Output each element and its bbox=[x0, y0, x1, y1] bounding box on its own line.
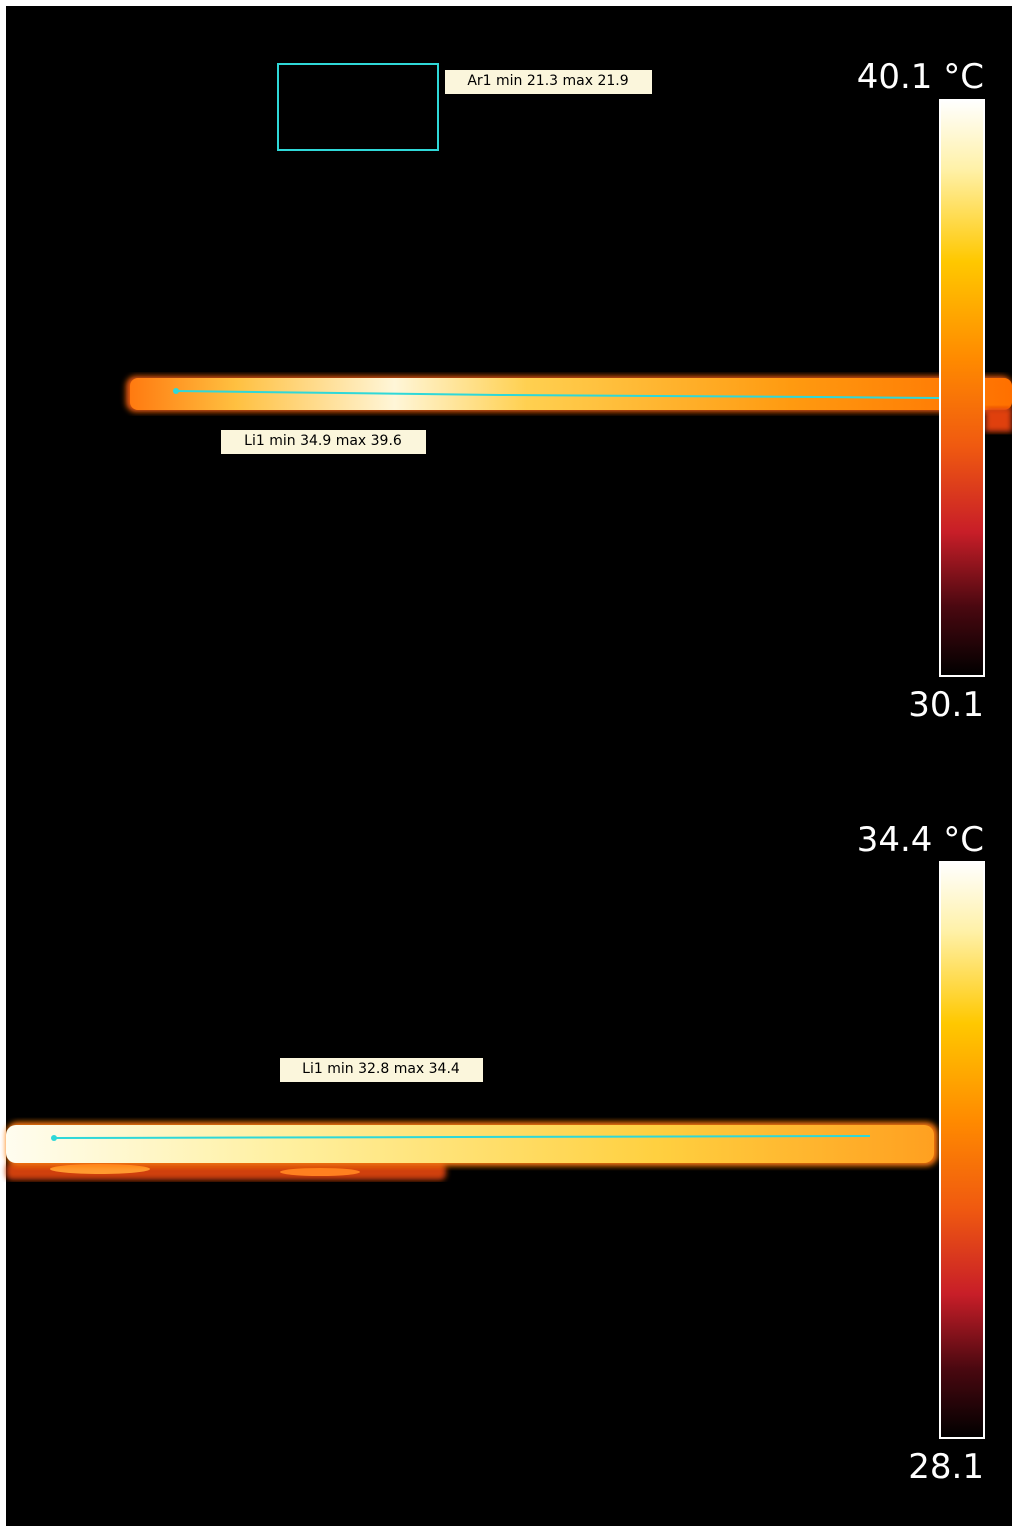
rod bbox=[6, 1125, 934, 1163]
line-roi bbox=[175, 390, 941, 399]
color-scale bbox=[939, 99, 985, 677]
label-box bbox=[445, 70, 652, 94]
image-background bbox=[6, 6, 1012, 1526]
scale-max: 40.1 °C bbox=[857, 57, 984, 97]
roi-label: Ar1 min 21.3 max 21.9 bbox=[467, 73, 628, 89]
label-box bbox=[280, 1058, 483, 1082]
line-start bbox=[51, 1135, 57, 1141]
line-label: Li1 min 32.8 max 34.4 bbox=[302, 1061, 460, 1077]
line-start bbox=[173, 388, 179, 394]
scale-min: 30.1 bbox=[908, 685, 984, 725]
scale-max: 34.4 °C bbox=[857, 820, 984, 860]
scale-min: 28.1 bbox=[908, 1447, 984, 1487]
rod bbox=[130, 378, 1012, 410]
reflection-hot bbox=[50, 1164, 150, 1174]
area-roi bbox=[277, 63, 439, 151]
line-label: Li1 min 34.9 max 39.6 bbox=[244, 433, 402, 449]
label-box bbox=[221, 430, 426, 454]
reflection-hot bbox=[280, 1168, 360, 1176]
rod-end bbox=[985, 408, 1012, 432]
line-roi bbox=[53, 1135, 871, 1139]
color-scale bbox=[939, 861, 985, 1439]
